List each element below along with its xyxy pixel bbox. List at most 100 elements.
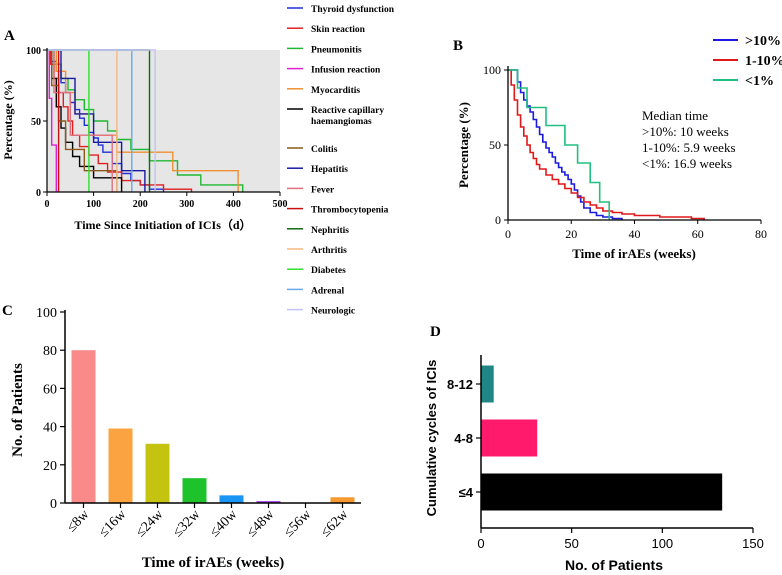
panel-c-x-tick-label: ≤16w [96,507,130,541]
panel-a-x-tick-label: 100 [86,199,101,210]
panel-a-legend-entry-hepatitis: Hepatitis [287,165,348,175]
panel-d-ylabel: Cumulative cycles of ICIs [424,360,439,517]
panel-c-x-tick-label: ≤56w [281,507,315,541]
panel-b-curve-1-10pct [508,69,705,220]
panel-c-y-tick-label: 60 [43,382,57,397]
panel-d-x-tick-label: 150 [742,536,764,551]
panel-c-bar-le8w [71,350,96,503]
panel-c-bar-le24w [145,443,170,503]
panel-a-x-tick-label: 400 [226,199,241,210]
panel-c-x-tick-label: ≤24w [133,507,167,541]
panel-d-x-tick-label: 100 [651,536,673,551]
panel-d-x-tick-label: 50 [564,536,578,551]
panel-a-curve-neurologic [47,49,156,192]
panel-a-legend-entry-diabetes: Diabetes [287,266,346,276]
panel-c-x-tick-label: ≤40w [207,507,241,541]
panel-c-bar-le32w [182,478,207,503]
panel-label-d: D [430,324,441,340]
panel-d-x-tick-label: 0 [477,536,484,551]
panel-c-y-tick-label: 40 [43,421,57,436]
panel-a-legend-entry-nephritis: Nephritis [287,226,349,236]
panel-b-x-tick-label: 20 [565,227,577,241]
panel-a-legend-label: Colitis [311,145,338,155]
panel-label-c: C [2,303,13,319]
panel-b-ylabel: Percentage (%) [456,102,471,188]
panel-a-plot-background [47,50,280,192]
panel-c-xlabel: Time of irAEs (weeks) [142,555,285,571]
panel-c-bar-le48w [256,501,281,503]
panel-b-legend-entry-1-10pct: 1-10% [713,54,782,69]
panel-d-y-tick-label: 4-8 [454,431,473,446]
panel-a-curve-colitis [47,49,118,192]
panel-b-y-tick-label: 0 [495,213,501,227]
panel-a-legend-label: Reactive capillary [311,106,384,116]
panel-a-legend-label: Adrenal [311,286,344,296]
panel-a-legend-entry-arthritis: Arthritis [287,246,347,256]
panel-c-y-tick-label: 100 [36,306,57,321]
panel-c-x-tick-label: ≤32w [170,507,204,541]
panel-c-x-tick-label: ≤48w [244,507,278,541]
panel-b-x-tick-label: 80 [755,227,767,241]
panel-c-bar-le16w [108,428,133,503]
panel-c-x-tick-label: ≤62w [318,507,352,541]
panel-b-legend-label: 1-10% [745,54,782,69]
panel-c-y-tick-label: 20 [43,459,57,474]
panel-b-legend-entry-gt10pct: >10% [713,34,781,49]
panel-b-curve-lt1pct [508,69,610,220]
panel-b-legend-entry-lt1pct: <1% [713,74,774,89]
panel-b-x-tick-label: 40 [629,227,641,241]
panel-a-legend-entry-colitis: Colitis [287,145,338,155]
panel-a-legend-entry-thrombocytopenia: Thrombocytopenia [287,206,389,216]
panel-b-survival-chart: 0 20 40 60 80 0 50 100 Percentage (%) Time of i… [456,34,782,261]
panel-c-x-tick-label: ≤8w [64,507,93,536]
panel-a-legend-label: Pneumonitis [311,45,362,55]
panel-a-legend-label: Arthritis [311,246,347,256]
panel-a-legend-label: Thyroid dysfunction [311,5,395,15]
panel-a-curve-hepatitis [47,49,146,192]
panel-b-annotation-line: <1%: 16.9 weeks [642,156,732,171]
panel-b-legend-label: >10% [745,34,781,49]
panel-a-x-tick-label: 200 [133,199,148,210]
panel-b-x-tick-label: 0 [505,227,511,241]
panel-b-annotation-line: Median time [642,108,708,123]
panel-label-b: B [453,38,463,54]
panel-d-xlabel: No. of Patients [565,557,663,573]
panel-b-y-tick-label: 50 [489,138,501,152]
panel-d-bar-chart: 0 50 100 150 8-12 4-8 ≤4 Cumulative cycles of … [424,355,764,573]
panel-a-legend-label: Nephritis [311,226,349,236]
panel-d-bar-4-8 [481,419,538,457]
panel-a-x-tick-label: 500 [273,199,288,210]
panel-c-bar-le62w [330,497,355,503]
panel-c-y-tick-label: 0 [50,497,57,512]
panel-a-legend-label: Infusion reaction [311,66,381,76]
panel-d-y-tick-label: ≤4 [459,485,474,500]
panel-a-x-tick-label: 300 [179,199,194,210]
panel-a-curve-skin-reaction [47,49,193,192]
panel-label-a: A [4,28,15,44]
panel-a-legend-label: Fever [311,185,335,195]
panel-b-xlabel: Time of irAEs (weeks) [572,246,696,261]
panel-a-x-tick-label: 0 [45,199,50,210]
panel-d-y-tick-label: 8-12 [447,377,473,392]
panel-a-legend-entry-neurologic: Neurologic [287,307,355,317]
panel-b-annotation-line: >10%: 10 weeks [642,124,729,139]
panel-c-ylabel: No. of Patients [10,363,26,457]
panel-c-bar-le40w [219,495,244,503]
panel-a-legend-entry-myocarditis: Myocarditis [287,86,360,96]
panel-a-legend-label: Neurologic [311,307,355,317]
panel-a-y-tick-label: 50 [31,117,41,128]
panel-b-x-tick-label: 60 [692,227,704,241]
panel-a-legend-entry-skin-reaction: Skin reaction [287,25,366,35]
panel-c-bar-chart: 0 20 40 60 80 100 ≤8w ≤16w ≤24w ≤32w ≤40w ≤48w ≤56w ≤… [10,306,361,571]
panel-a-legend-label: Diabetes [311,266,346,276]
panel-a-legend-label: Skin reaction [311,25,366,35]
panel-b-y-tick-label: 100 [483,63,501,77]
panel-c-y-tick-label: 80 [43,344,57,359]
panel-a-legend-entry-pneumonitis: Pneumonitis [287,45,362,55]
panel-a-y-tick-label: 0 [36,188,41,199]
panel-a-legend-label-cont: haemangiomas [311,117,372,127]
panel-d-bar-8-12 [481,365,494,403]
panel-a-xlabel: Time Since Initiation of ICIs（d） [74,217,251,232]
